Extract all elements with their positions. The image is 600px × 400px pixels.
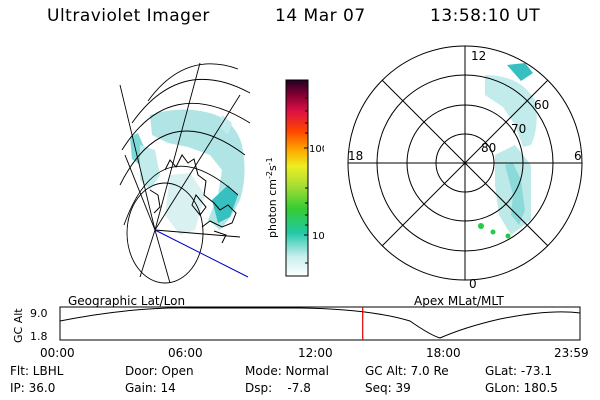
date-label: 14 Mar 07	[275, 6, 366, 26]
green-spot	[490, 229, 496, 235]
blue-track-line	[154, 229, 249, 278]
info-gain: Gain: 14	[125, 381, 176, 395]
info-gc-alt: GC Alt: 7.0 Re	[365, 364, 449, 378]
instrument-title: Ultraviolet Imager	[47, 6, 210, 26]
lat-label-70: 70	[511, 122, 526, 136]
time-tick-1200: 12:00	[298, 346, 333, 360]
info-filter: Flt: LBHL	[10, 364, 64, 378]
info-dsp: Dsp: -7.8	[245, 381, 311, 395]
aurora-emission	[130, 109, 245, 235]
time-tick-1800: 18:00	[426, 346, 461, 360]
polar-plot: 12 18 6 0 60 70 80	[347, 45, 583, 291]
mlt-label-18: 18	[348, 149, 363, 163]
info-ip: IP: 36.0	[10, 381, 56, 395]
colorbar-label: photon cm-2s-1	[265, 157, 279, 238]
timeline-ylabel: GC Alt	[12, 308, 25, 343]
polar-grid	[347, 45, 583, 281]
polar-aurora	[478, 63, 537, 239]
time-tick-0000: 00:00	[40, 346, 75, 360]
colorbar-tick-10: 10	[312, 231, 324, 242]
info-glat: GLat: -73.1	[485, 364, 552, 378]
lat-label-80: 80	[481, 141, 496, 155]
mlt-label-6: 6	[574, 149, 582, 163]
altitude-curve	[59, 307, 581, 339]
altitude-timeline: GC Alt 9.0 1.8	[12, 306, 581, 343]
mlt-label-0: 0	[469, 277, 477, 291]
time-label: 13:58:10 UT	[430, 6, 541, 26]
timeline-tick-1-8: 1.8	[30, 330, 48, 343]
info-seq: Seq: 39	[365, 381, 411, 395]
green-spot	[505, 233, 511, 239]
geographic-image-panel	[119, 62, 251, 284]
time-tick-0600: 06:00	[168, 346, 203, 360]
lat-label-60: 60	[534, 98, 549, 112]
info-mode: Mode: Normal	[245, 364, 329, 378]
time-tick-2359: 23:59	[554, 346, 589, 360]
colorbar-gradient	[285, 79, 309, 277]
timeline-frame	[59, 306, 581, 341]
info-door: Door: Open	[125, 364, 194, 378]
green-spot	[478, 223, 484, 229]
apex-title: Apex MLat/MLT	[414, 294, 504, 308]
mlt-label-12: 12	[471, 49, 486, 63]
colorbar-ticks	[304, 97, 308, 264]
colorbar: 100 10 photon cm-2s-1	[265, 79, 324, 277]
info-glon: GLon: 180.5	[485, 381, 558, 395]
timeline-tick-9: 9.0	[30, 307, 48, 320]
colorbar-tick-100: 100	[309, 144, 324, 155]
coastline	[149, 154, 237, 244]
geographic-title: Geographic Lat/Lon	[68, 294, 186, 308]
